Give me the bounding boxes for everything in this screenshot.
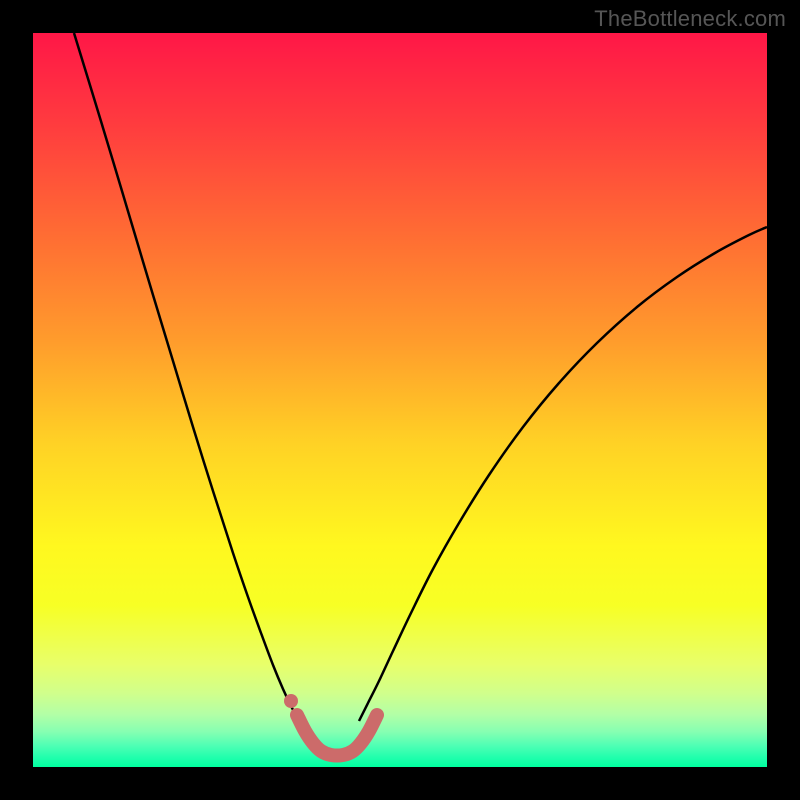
curve-right-branch [359, 227, 767, 721]
chart-container: { "watermark": { "text": "TheBottleneck.… [0, 0, 800, 800]
curve-layer [33, 33, 767, 767]
watermark-text: TheBottleneck.com [594, 6, 786, 32]
valley-marker-dot [284, 694, 298, 708]
plot-area [33, 33, 767, 767]
valley-marker-path [297, 715, 377, 756]
curve-left-branch [74, 33, 299, 721]
